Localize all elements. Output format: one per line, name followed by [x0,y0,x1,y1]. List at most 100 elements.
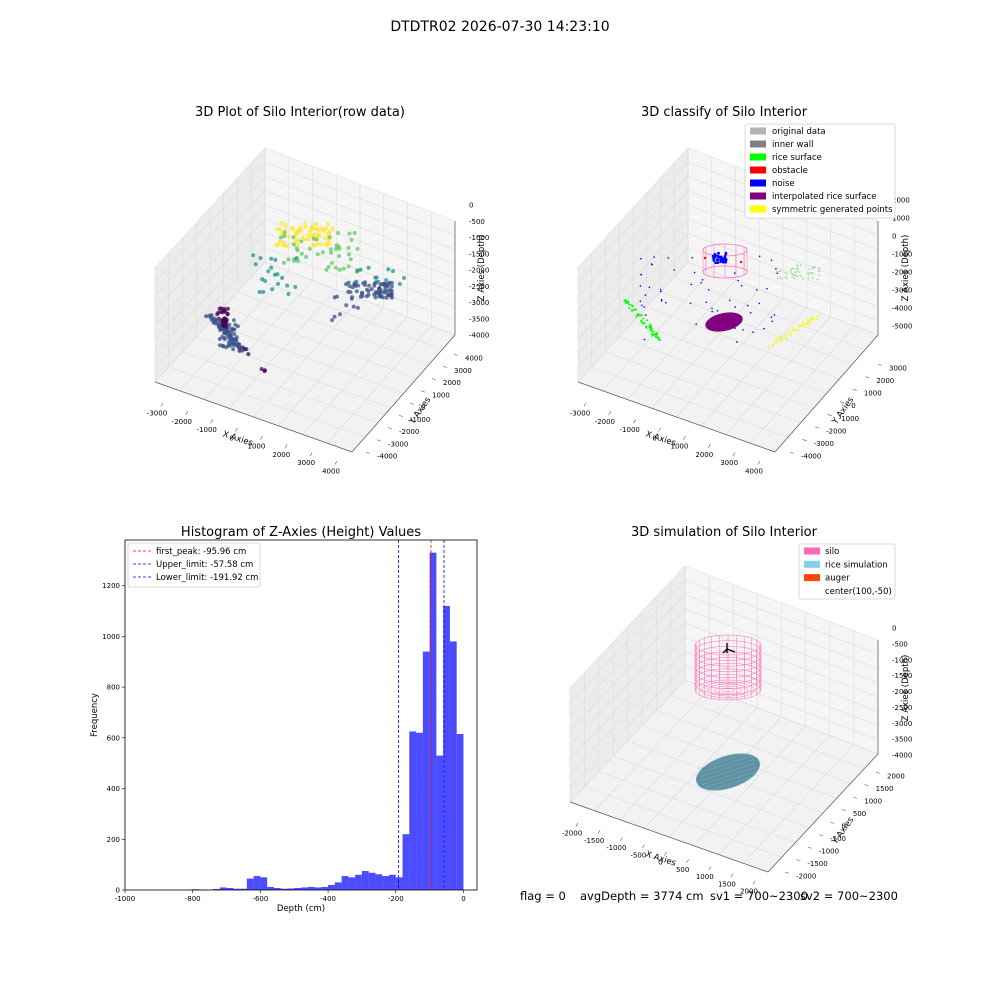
panel-raw-point [355,246,360,251]
panel-classify-rice-point [794,275,797,277]
panel-raw-point [291,242,296,247]
panel-raw-x-tick-label: 2000 [272,451,290,459]
panel-classify-symmetric-point [767,345,770,348]
histogram-y-tick-label: 400 [107,785,120,793]
panel-sim-y-tick-label: 1000 [864,798,882,806]
panel-sim-x-tick-mark [575,822,579,827]
panel-sim-z-tick-label: -3500 [892,736,912,744]
panel-classify-noise-point [717,255,720,259]
panel-sim-x-tick-label: -1500 [584,837,604,845]
panel-raw-point [354,279,359,284]
panel-classify-symmetric-point [806,321,809,324]
panel-classify-xlabel: X Axies [644,429,677,448]
panel-raw-point [321,229,326,233]
panel-classify-symmetric-point [799,324,802,327]
panel-raw-y-tick-mark [431,378,436,381]
panel-classify-rice-point [775,271,778,274]
panel-sim-x-tick-label: 1500 [718,880,736,888]
panel-classify-noise-point [724,257,727,260]
panel-classify-rice-point [636,314,639,317]
panel-raw-point [270,287,275,292]
panel-raw-y-axis-line [351,334,456,453]
panel-classify-grid-line [687,261,879,336]
panel-raw-grid-line [154,176,266,297]
histogram-y-tick-label: 0 [116,887,120,895]
panel-classify-noise-point [711,307,713,310]
panel-raw-point [286,257,291,262]
panel-simulation: 3D simulation of Silo Interior -2000-150… [562,525,913,896]
panel-classify-symmetric-point [778,338,781,341]
panel-classify-noise-point [705,301,708,304]
panel-raw-point [263,368,267,373]
panel-sim-legend-swatch [804,560,820,568]
panel-classify-rice-point [796,275,799,278]
histogram-y-tick-label: 1200 [102,582,120,590]
panel-classify-legend-frame [744,123,896,219]
panel-sim-rice-mesh-line [698,755,753,774]
figure-suptitle: DTDTR02 2026-07-30 14:23:10 [390,19,609,35]
panel-classify-rice-point [624,299,627,301]
histogram-bar [273,887,281,890]
panel-classify-rice-point [635,308,637,311]
panel-raw-point [223,330,228,335]
panel-classify-noise-point [740,284,743,287]
panel-classify-rice-point [784,271,787,274]
panel-sim-x-axis-line [569,801,769,873]
panel-raw-point [313,226,318,231]
panel-raw-z-tick-label: -3000 [469,299,489,307]
panel-classify-rice-point [796,269,799,271]
panel-classify-z-tick-label: -4000 [892,305,912,313]
panel-raw-point [220,310,225,315]
histogram-vlines [398,540,445,890]
panel-classify-noise-point [773,314,776,316]
panel-classify-legend-swatch [750,153,766,161]
panel-classify-symmetric-point [810,316,813,319]
panel-classify-noise-point [660,299,663,301]
panel-raw-point [315,252,320,257]
panel-raw-point [204,314,209,319]
panel-classify-rice-point [793,268,795,270]
panel-classify-rice-point [651,330,654,333]
histogram-x-tick-label: -600 [252,895,268,903]
panel-sim-y-tick-mark [864,784,869,787]
panel-classify-x-tick-label: -2000 [595,418,615,426]
panel-classify-rice-point [776,270,779,272]
histogram-bar [294,887,301,890]
panel-classify-grid-line [674,276,866,350]
panel-classify-legend-label: symmetric generated points [772,205,893,215]
panel-raw-title: 3D Plot of Silo Interior(row data) [195,105,405,120]
panel-raw-point [221,344,226,349]
panel-classify-rice-point [801,278,804,280]
panel-classify-x-tick-mark [633,419,636,424]
histogram-y-tick-label: 1000 [102,633,120,641]
panel-classify-symmetric-point [787,333,790,336]
histogram-bar [253,876,261,890]
panel-raw-point [338,312,342,317]
panel-classify-symmetric-point [780,339,783,342]
panel-classify-symmetric-point [771,344,774,346]
panel-classify-rice-point [628,307,631,309]
panel-raw-point [347,252,351,257]
histogram-bar [449,641,457,890]
panel-raw-point [328,247,333,252]
panel-sim-y-tick-label: 500 [853,810,866,818]
panel-raw-point [269,256,274,261]
panel-classify-noise-point [756,289,758,291]
panel-sim-grid-line [684,594,879,669]
panel-raw-point [372,281,377,286]
panel-classify-y-tick-label: 1000 [864,390,882,398]
panel-classify-y-tick-label: -1000 [839,415,859,423]
panel-classify-x-tick-mark [658,427,661,432]
panel-sim-y-ticks: -2000 -1500 -1000 -500 0 500 1000 1500 2000 [784,771,905,881]
panel-classify-y-ticks: -4000 -3000 -2000 -1000 0 1000 2000 3000 [789,363,907,461]
panel-raw-point [324,267,329,272]
panel-raw-point [385,292,390,297]
panel-classify-rice-point [796,264,799,267]
histogram-bar [321,886,329,890]
panel-raw-point [330,226,335,231]
panel-raw-z-tick-label: -500 [469,218,485,226]
panel-classify-noise-point [639,285,642,287]
panel-raw-point [231,318,236,323]
panel-classify-symmetric-point [783,333,786,336]
panel-classify-noise-point [689,302,692,305]
